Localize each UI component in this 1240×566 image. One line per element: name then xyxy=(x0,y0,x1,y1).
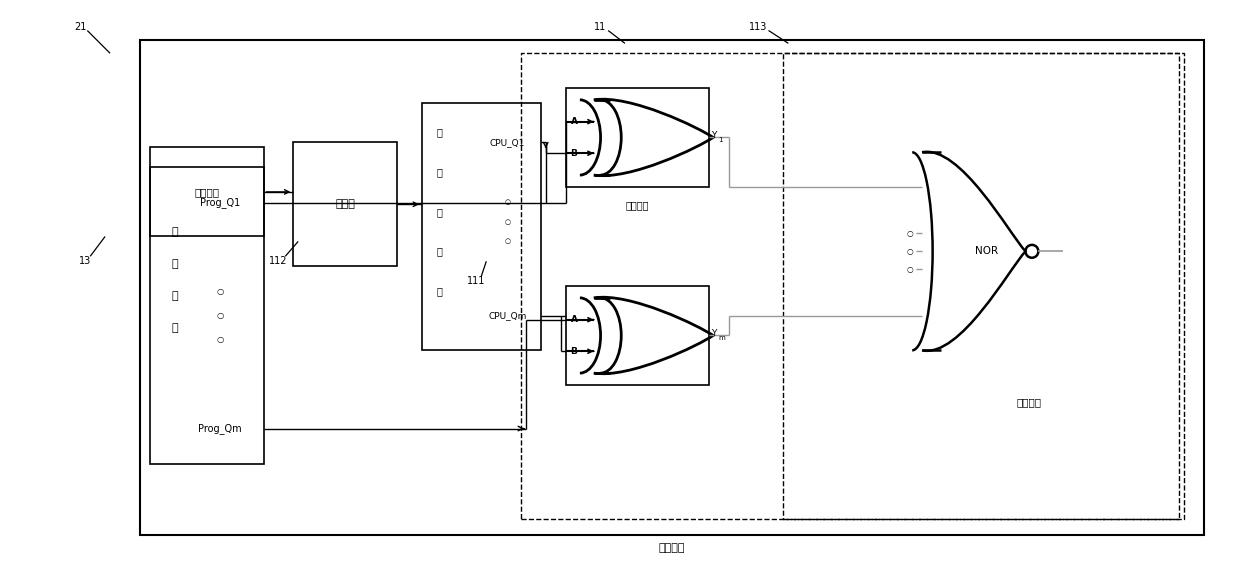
Text: 21: 21 xyxy=(74,22,87,32)
Text: 部: 部 xyxy=(171,259,177,269)
Text: 111: 111 xyxy=(467,276,486,286)
Text: ○: ○ xyxy=(906,247,914,256)
Text: ○: ○ xyxy=(217,311,224,320)
Text: 处理器: 处理器 xyxy=(335,199,355,209)
Text: 口: 口 xyxy=(171,323,177,333)
Bar xyxy=(565,88,709,187)
Bar xyxy=(150,147,264,237)
Text: Prog_Qm: Prog_Qm xyxy=(198,423,242,434)
Text: 外: 外 xyxy=(171,228,177,238)
Text: 第: 第 xyxy=(436,127,443,138)
Text: ○: ○ xyxy=(505,218,511,225)
Text: Y: Y xyxy=(711,329,717,338)
Text: ○: ○ xyxy=(505,238,511,245)
Bar xyxy=(140,40,1204,535)
Text: 113: 113 xyxy=(749,22,768,32)
Text: 11: 11 xyxy=(594,22,606,32)
Text: B: B xyxy=(570,149,578,158)
Bar xyxy=(293,143,397,266)
Text: ○: ○ xyxy=(505,199,511,205)
Text: 处理单元: 处理单元 xyxy=(658,543,686,554)
Text: 寄: 寄 xyxy=(436,207,443,217)
Bar xyxy=(422,103,541,350)
Text: NOR: NOR xyxy=(975,246,998,256)
Text: Y: Y xyxy=(711,131,717,140)
Text: 存: 存 xyxy=(436,246,443,256)
Text: 接: 接 xyxy=(171,291,177,301)
Text: 存储单元: 存储单元 xyxy=(195,187,219,197)
Text: 器: 器 xyxy=(436,286,443,296)
Text: CPU_Q1: CPU_Q1 xyxy=(490,138,526,147)
Text: 一: 一 xyxy=(436,167,443,177)
Bar xyxy=(784,53,1179,518)
Text: A: A xyxy=(570,117,578,126)
Bar xyxy=(521,53,1184,518)
Bar xyxy=(150,167,264,464)
Text: CPU_Qm: CPU_Qm xyxy=(489,311,527,320)
Text: m: m xyxy=(718,335,724,341)
Text: 13: 13 xyxy=(79,256,92,266)
Text: B: B xyxy=(570,347,578,356)
Bar xyxy=(565,286,709,385)
Text: 比较电路: 比较电路 xyxy=(625,200,649,210)
Text: Prog_Q1: Prog_Q1 xyxy=(200,198,241,208)
Text: ○: ○ xyxy=(906,229,914,238)
Text: 判断电路: 判断电路 xyxy=(1017,397,1042,408)
Text: A: A xyxy=(570,315,578,324)
Text: ○: ○ xyxy=(906,265,914,273)
Text: 112: 112 xyxy=(269,256,288,266)
Text: ○: ○ xyxy=(217,288,224,297)
Text: 1: 1 xyxy=(718,137,723,143)
Text: ○: ○ xyxy=(217,335,224,344)
